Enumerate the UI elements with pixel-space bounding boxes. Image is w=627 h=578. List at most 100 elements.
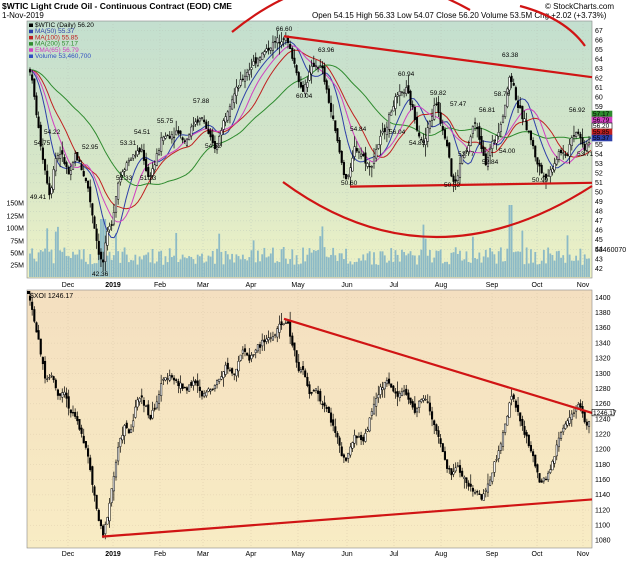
price-candle-body [80, 164, 83, 171]
xoi-candle-body [366, 429, 369, 432]
price-candle-body [78, 159, 81, 162]
volume-bar [108, 251, 111, 277]
price-y-tick-label: 54 [595, 152, 603, 159]
volume-bar [519, 251, 522, 277]
xoi-candle-body [368, 417, 371, 432]
volume-bar [179, 259, 182, 277]
price-candle-body [418, 132, 421, 137]
price-point-label: 52.95 [82, 144, 99, 151]
xoi-y-tick-label: 1360 [595, 325, 611, 332]
price-candle-body [587, 139, 591, 143]
xoi-candle-body [448, 468, 451, 470]
xoi-candle-body [291, 335, 294, 346]
price-candle-body [213, 141, 216, 150]
price-candle-body [549, 169, 552, 177]
price-candle-body [71, 161, 75, 170]
xoi-candle-body [465, 477, 468, 483]
xoi-candle-body [529, 445, 533, 452]
xoi-candle-body [534, 454, 537, 467]
price-candle-body [534, 145, 537, 158]
price-candle-body [431, 116, 434, 121]
price-y-tick-label: 61 [595, 85, 603, 92]
volume-bar [57, 226, 59, 277]
volume-bar [252, 240, 255, 277]
volume-bar [181, 254, 184, 277]
xoi-candle-body [317, 390, 320, 394]
price-candle-body [175, 130, 178, 136]
xoi-y-tick-label: 1180 [595, 462, 610, 469]
volume-bar [173, 255, 175, 277]
volume-bar [201, 253, 203, 277]
volume-bar [263, 247, 266, 277]
price-point-label: 57.47 [450, 101, 467, 108]
price-candle-body [398, 91, 401, 96]
volume-bar [418, 255, 421, 277]
volume-bar [413, 255, 416, 277]
volume-bar [183, 257, 186, 277]
volume-bar [388, 260, 390, 277]
xoi-candle-body [74, 412, 77, 417]
xoi-candle-body [519, 412, 522, 422]
price-candle-body [235, 86, 238, 96]
xoi-candle-body [181, 383, 184, 389]
xoi-candle-body [48, 377, 51, 379]
xoi-candle-body [577, 404, 580, 408]
xoi-candle-body [237, 360, 240, 372]
price-candle-body [450, 158, 453, 177]
price-candle-body [196, 119, 199, 123]
price-candle-body [340, 150, 343, 163]
price-candle-body [491, 141, 494, 150]
price-candle-body [211, 134, 214, 144]
volume-bar [510, 205, 513, 277]
price-point-label: 52.84 [482, 159, 499, 166]
xoi-candle-body [314, 388, 317, 391]
last-value-label: 57.17 [593, 111, 610, 118]
xoi-candle-body [89, 457, 92, 470]
xoi-candle-body [426, 401, 429, 403]
xoi-candle-body [489, 479, 492, 486]
volume-bar [246, 260, 249, 277]
volume-bar [517, 251, 519, 277]
price-y-tick-label: 49 [595, 199, 603, 206]
price-x-tick-label: Oct [532, 282, 543, 289]
xoi-y-tick-label: 1220 [595, 431, 611, 438]
price-candle-body [471, 126, 474, 134]
xoi-candle-body [407, 392, 410, 400]
xoi-candle-body [557, 437, 560, 448]
xoi-candle-body [271, 336, 274, 341]
price-candle-body [542, 175, 545, 177]
volume-bar [52, 263, 55, 277]
price-candle-body [276, 37, 279, 44]
xoi-candle-body [209, 389, 212, 392]
xoi-last-value-tag [591, 409, 615, 417]
price-point-label: 53.31 [120, 140, 137, 147]
price-candle-body [269, 47, 272, 51]
price-candle-body [188, 134, 191, 141]
xoi-candle-body [224, 364, 227, 375]
xoi-candle-body [170, 375, 173, 378]
price-candle-body [544, 173, 548, 179]
xoi-candle-body [327, 406, 330, 414]
xoi-candle-body [456, 465, 459, 468]
price-candle-body [252, 61, 255, 66]
price-candle-body [411, 104, 414, 108]
volume-bar [112, 255, 115, 277]
xoi-candle-body [403, 390, 406, 393]
volume-bar [441, 263, 444, 277]
xoi-candle-body [452, 471, 455, 475]
volume-bar [585, 258, 588, 277]
volume-bar [564, 262, 567, 277]
xoi-candle-body [587, 421, 591, 427]
price-candle-body [319, 65, 322, 67]
price-candle-body [568, 144, 571, 157]
volume-bar [573, 260, 575, 277]
xoi-candle-body [200, 390, 204, 397]
xoi-candle-body [130, 429, 133, 433]
price-candle-body [501, 115, 505, 123]
xoi-x-tick-label: Aug [435, 551, 448, 558]
price-candle-body [362, 153, 365, 157]
xoi-candle-body [334, 426, 337, 433]
price-resistance-line [283, 35, 593, 79]
xoi-candle-body [439, 438, 442, 444]
xoi-candle-body [579, 403, 582, 408]
